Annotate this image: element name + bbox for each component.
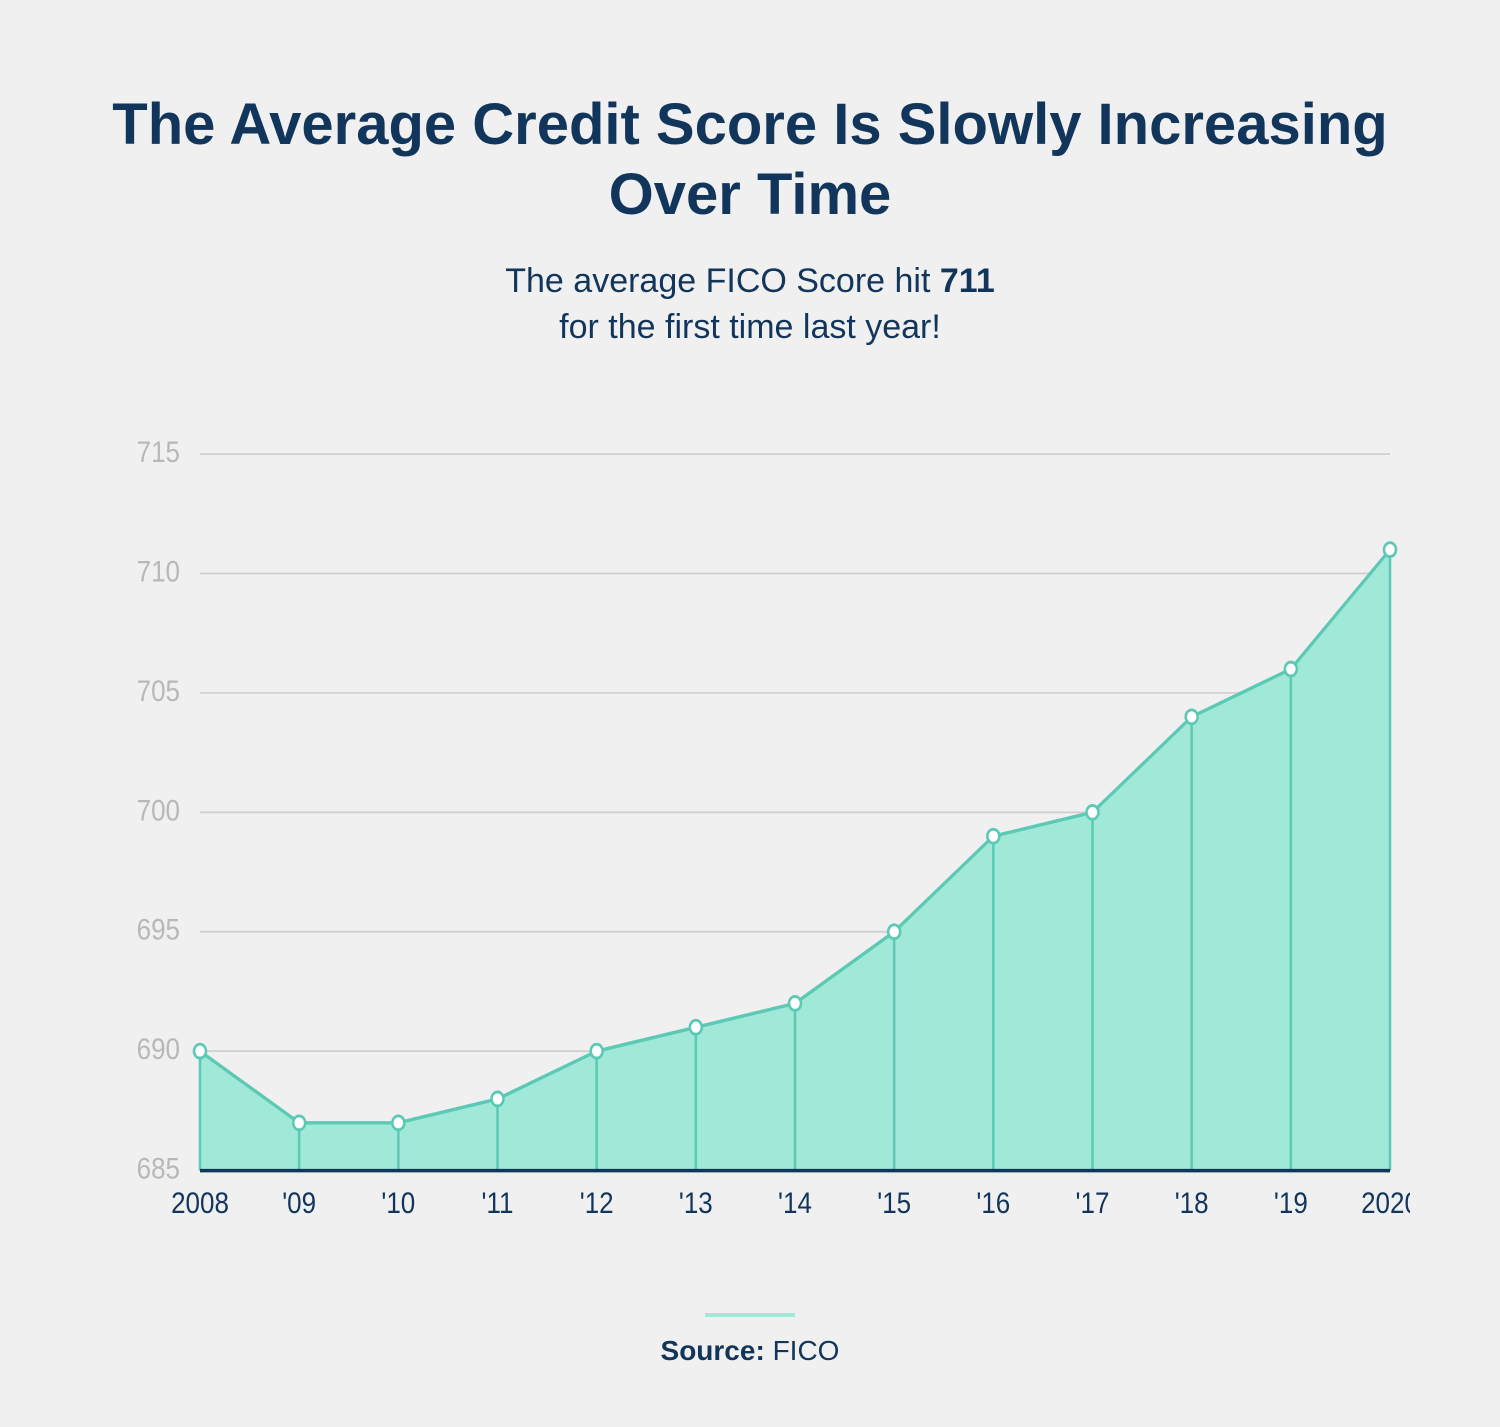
data-marker xyxy=(591,1044,603,1058)
data-marker xyxy=(1285,662,1297,676)
area-chart-svg: 685 690 695 700 705 710 715 2008 '09 '10 '11 '12 '13… xyxy=(90,431,1410,1263)
x-tick-label: '14 xyxy=(778,1186,812,1219)
y-tick-label: 695 xyxy=(137,913,180,946)
x-tick-label: '10 xyxy=(381,1186,415,1219)
x-tick-label: '18 xyxy=(1175,1186,1209,1219)
x-tick-label: '17 xyxy=(1076,1186,1110,1219)
x-tick-label: '19 xyxy=(1274,1186,1308,1219)
source-footer: Source: FICO xyxy=(90,1313,1410,1367)
chart-container: The Average Credit Score Is Slowly Incre… xyxy=(0,0,1500,1427)
data-marker xyxy=(392,1116,404,1130)
y-tick-label: 715 xyxy=(137,435,180,468)
data-marker xyxy=(690,1020,702,1034)
y-tick-label: 710 xyxy=(137,555,180,588)
data-marker xyxy=(888,925,900,939)
subtitle-prefix: The average FICO Score hit xyxy=(505,262,940,300)
source-text: Source: FICO xyxy=(661,1335,840,1366)
y-tick-label: 685 xyxy=(137,1152,180,1185)
x-tick-label: 2020 xyxy=(1361,1186,1410,1219)
y-tick-label: 700 xyxy=(137,794,180,827)
x-tick-label: 2008 xyxy=(171,1186,229,1219)
data-marker xyxy=(293,1116,305,1130)
y-tick-label: 690 xyxy=(137,1032,180,1065)
data-marker xyxy=(1384,543,1396,557)
y-tick-label: 705 xyxy=(137,674,180,707)
data-marker xyxy=(1186,710,1198,724)
chart-subtitle: The average FICO Score hit 711 for the f… xyxy=(90,259,1410,351)
data-marker xyxy=(194,1044,206,1058)
source-accent-bar xyxy=(705,1313,795,1317)
x-tick-label: '09 xyxy=(282,1186,316,1219)
chart-plot-area: 685 690 695 700 705 710 715 2008 '09 '10 '11 '12 '13… xyxy=(90,431,1410,1263)
data-marker xyxy=(987,829,999,843)
chart-title: The Average Credit Score Is Slowly Incre… xyxy=(90,90,1410,229)
data-marker xyxy=(492,1092,504,1106)
x-tick-label: '11 xyxy=(482,1186,514,1219)
source-value: FICO xyxy=(773,1335,840,1366)
x-tick-label: '13 xyxy=(679,1186,713,1219)
x-tick-label: '12 xyxy=(580,1186,614,1219)
x-tick-label: '16 xyxy=(976,1186,1010,1219)
data-marker xyxy=(789,996,801,1010)
x-tick-label: '15 xyxy=(877,1186,911,1219)
source-label: Source: xyxy=(661,1335,765,1366)
data-marker xyxy=(1087,805,1099,819)
subtitle-bold: 711 xyxy=(940,262,995,300)
subtitle-suffix: for the first time last year! xyxy=(559,308,941,346)
